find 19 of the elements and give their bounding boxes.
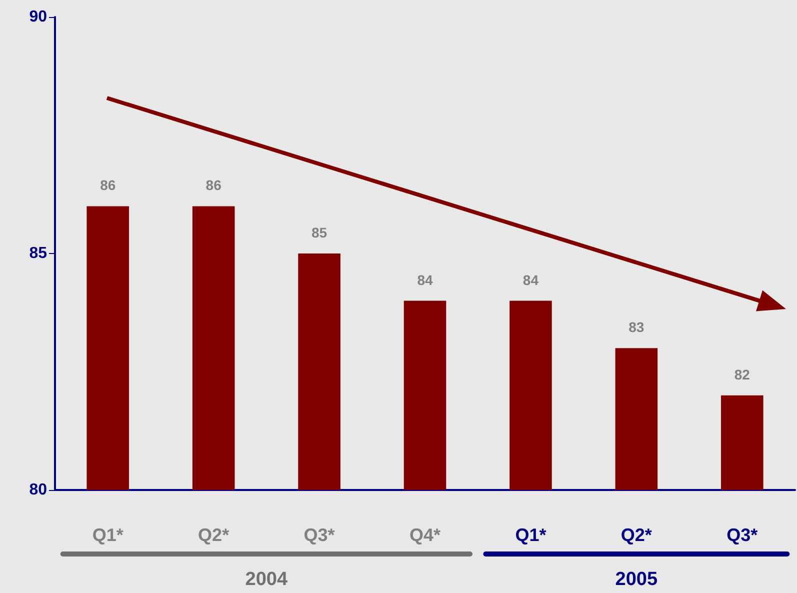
y-tick-label: 90 xyxy=(29,8,48,26)
data-label: 82 xyxy=(734,366,750,382)
x-tick-label: Q3* xyxy=(726,525,758,545)
x-tick-label: Q1* xyxy=(92,525,124,545)
data-label: 86 xyxy=(206,177,222,194)
text: 2004 xyxy=(245,569,288,590)
data-label: 85 xyxy=(311,224,328,240)
x-tick-label: Q2* xyxy=(198,525,230,545)
text: 2005 xyxy=(615,569,658,590)
y-tick-label: 80 xyxy=(29,482,48,498)
x-tick-label: Q2* xyxy=(620,525,652,545)
data-label: 84 xyxy=(417,272,433,288)
x-tick-label: Q1* xyxy=(515,525,546,545)
x-tick-label: Q3* xyxy=(304,525,335,545)
data-label: 84 xyxy=(522,272,539,288)
x-tick-label: Q4* xyxy=(409,525,441,545)
data-label: 83 xyxy=(628,319,644,336)
data-label: 86 xyxy=(100,177,116,194)
y-tick-label: 85 xyxy=(29,245,48,262)
